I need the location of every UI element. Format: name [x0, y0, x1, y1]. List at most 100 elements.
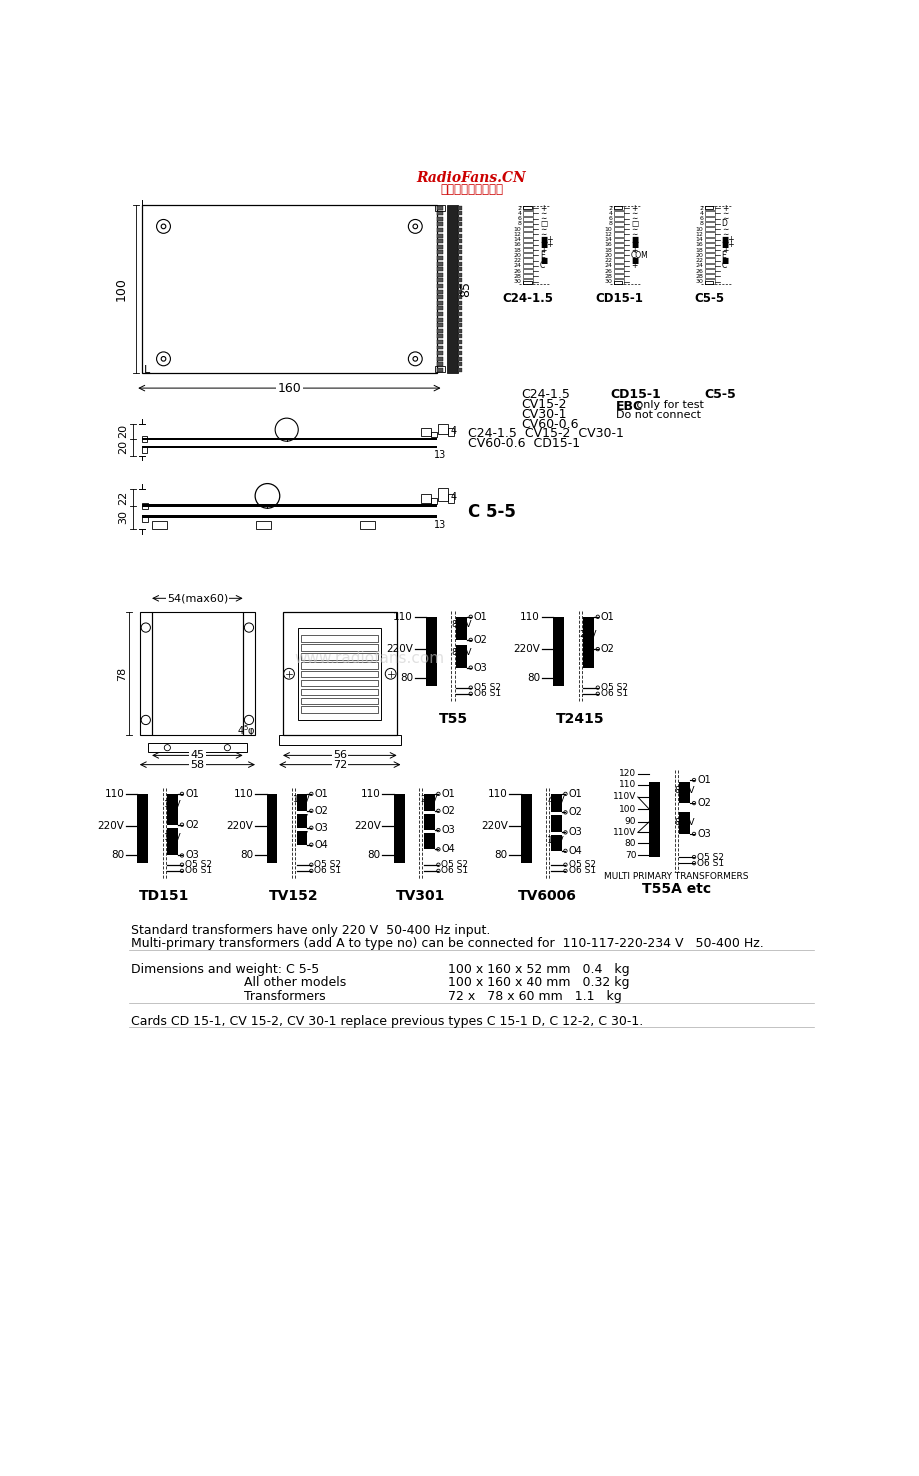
Bar [430, 432, 437, 437]
Text: 20: 20 [118, 440, 128, 455]
Bar [437, 345, 443, 350]
Text: 4$^5$φ: 4$^5$φ [236, 723, 255, 738]
Text: ∼: ∼ [630, 210, 637, 218]
Text: 8.5V: 8.5V [450, 648, 471, 657]
Bar [523, 248, 532, 252]
Bar [613, 280, 622, 285]
Bar [282, 613, 396, 735]
Text: O6 S1: O6 S1 [568, 866, 595, 875]
Text: 220V: 220V [354, 821, 380, 831]
Bar [278, 735, 401, 744]
Bar [457, 205, 461, 210]
Text: 100: 100 [115, 277, 128, 301]
Bar [704, 254, 714, 257]
Text: ∼: ∼ [630, 224, 637, 233]
Text: 220V: 220V [386, 644, 413, 654]
Text: C: C [539, 261, 545, 270]
Text: 22: 22 [118, 490, 128, 505]
Bar [523, 217, 532, 221]
Bar [457, 255, 461, 260]
Bar [437, 251, 443, 254]
Text: O5 S2: O5 S2 [568, 861, 595, 869]
Text: O1: O1 [441, 788, 455, 799]
Text: Cards CD 15-1, CV 15-2, CV 30-1 replace previous types C 15-1 D, C 12-2, C 30-1.: Cards CD 15-1, CV 15-2, CV 30-1 replace … [131, 1015, 642, 1027]
Text: O6 S1: O6 S1 [314, 866, 341, 875]
Text: EBC: EBC [616, 400, 642, 413]
Text: 24: 24 [604, 263, 612, 269]
Bar [437, 273, 443, 276]
Text: 4: 4 [450, 427, 457, 437]
Text: ∼: ∼ [630, 230, 637, 239]
Text: ∼: ∼ [721, 214, 727, 223]
Text: 28: 28 [695, 273, 702, 279]
Bar [447, 205, 457, 373]
Text: O1: O1 [568, 788, 582, 799]
Text: 30: 30 [695, 279, 702, 283]
Text: 4: 4 [517, 211, 521, 215]
Text: ∼: ∼ [539, 210, 546, 218]
Bar [142, 438, 437, 440]
Text: O4: O4 [568, 846, 582, 856]
Text: MULTI PRIMARY TRANSFORMERS: MULTI PRIMARY TRANSFORMERS [604, 872, 748, 881]
Bar [704, 221, 714, 226]
Bar [457, 301, 461, 304]
Text: 24V: 24V [420, 796, 437, 804]
Text: O2: O2 [568, 807, 582, 818]
Bar [613, 254, 623, 257]
Text: 110V: 110V [612, 828, 636, 837]
Bar [457, 295, 461, 300]
Text: O3: O3 [441, 825, 455, 835]
Text: CD15-1: CD15-1 [609, 388, 660, 401]
Text: 110: 110 [520, 611, 539, 621]
Text: E: E [721, 251, 726, 260]
Text: 8.5V: 8.5V [674, 818, 694, 827]
Text: 13: 13 [434, 450, 446, 461]
Text: O4: O4 [441, 844, 455, 855]
Text: 16: 16 [513, 242, 521, 248]
Text: O6 S1: O6 S1 [600, 689, 628, 698]
Bar [704, 269, 714, 273]
Text: 120: 120 [618, 769, 636, 778]
Bar [437, 239, 443, 244]
Bar [704, 280, 712, 285]
Text: 58: 58 [190, 760, 204, 769]
Text: 20: 20 [604, 252, 612, 258]
Text: 45: 45 [190, 750, 204, 760]
Text: ■: ■ [630, 241, 638, 249]
Bar [437, 245, 443, 249]
Bar [437, 205, 443, 210]
Text: 30: 30 [513, 279, 521, 283]
Text: O6 S1: O6 S1 [473, 689, 500, 698]
Bar [437, 211, 443, 215]
Text: 12: 12 [695, 232, 702, 238]
Text: 22: 22 [695, 258, 702, 263]
Bar [613, 279, 623, 283]
Bar [613, 264, 623, 269]
Bar [437, 267, 443, 272]
Text: 5V: 5V [423, 815, 435, 824]
Text: RadioFans.CN: RadioFans.CN [416, 171, 526, 184]
Text: +: + [630, 204, 637, 213]
Text: Multi-primary transformers (add A to type no) can be connected for  110-117-220-: Multi-primary transformers (add A to typ… [131, 937, 763, 951]
Bar [393, 794, 404, 863]
Text: O2: O2 [314, 806, 328, 816]
Text: 10: 10 [604, 227, 612, 232]
Bar [523, 207, 532, 210]
Text: only for test: only for test [632, 400, 703, 410]
Bar [457, 362, 461, 366]
Bar [448, 493, 453, 503]
Text: 110: 110 [618, 781, 636, 790]
Text: 70: 70 [624, 852, 636, 861]
Text: 30: 30 [604, 279, 612, 283]
Bar [613, 242, 623, 246]
Text: 2: 2 [607, 205, 612, 211]
Bar [437, 301, 443, 304]
Bar [704, 238, 714, 242]
Bar [550, 835, 561, 850]
Bar [424, 813, 434, 830]
Bar [704, 227, 714, 232]
Bar [142, 517, 148, 523]
Text: 78: 78 [118, 667, 127, 680]
Text: +: + [539, 245, 546, 255]
Text: 18: 18 [604, 248, 612, 252]
